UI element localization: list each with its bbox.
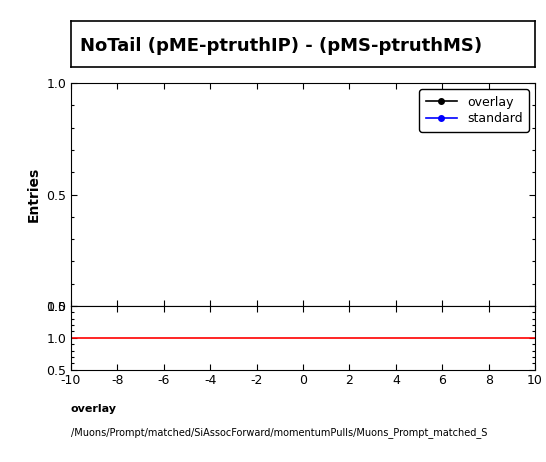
Text: overlay: overlay: [71, 404, 117, 414]
Text: /Muons/Prompt/matched/SiAssocForward/momentumPulls/Muons_Prompt_matched_S: /Muons/Prompt/matched/SiAssocForward/mom…: [71, 427, 488, 438]
Y-axis label: Entries: Entries: [27, 167, 40, 222]
Text: NoTail (pME-ptruthIP) - (pMS-ptruthMS): NoTail (pME-ptruthIP) - (pMS-ptruthMS): [80, 37, 482, 55]
Legend: overlay, standard: overlay, standard: [419, 90, 529, 132]
